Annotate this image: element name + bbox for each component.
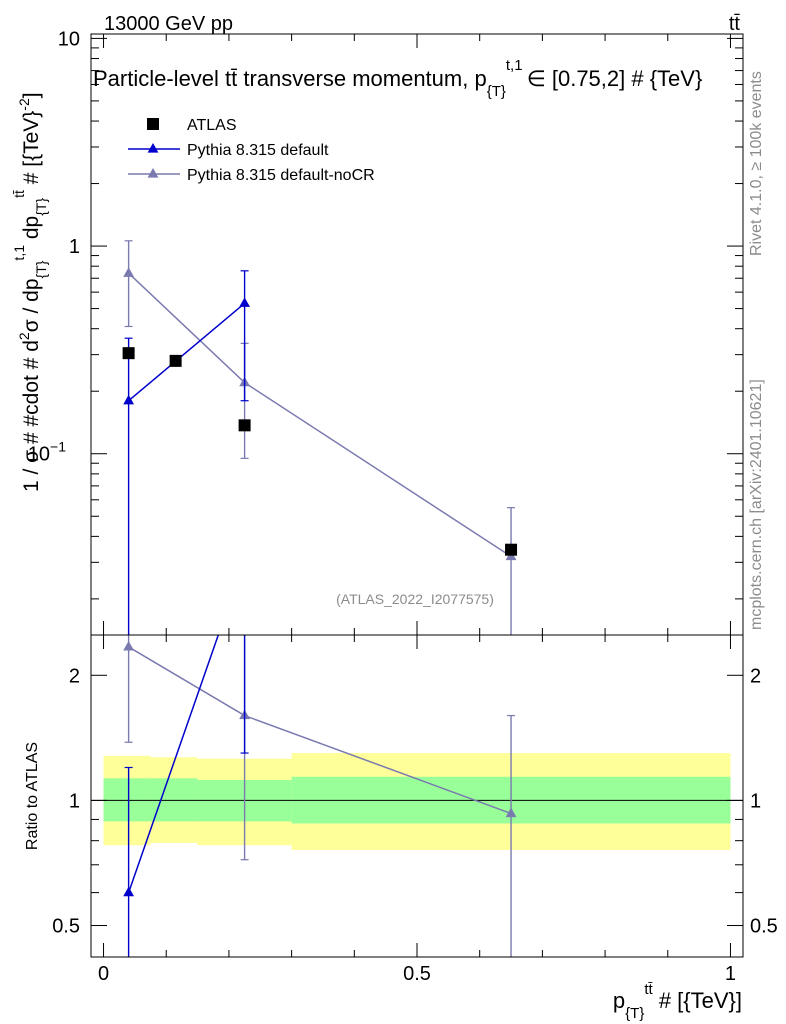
y-tick-label: 10−1 bbox=[28, 439, 66, 466]
y-tick-label: 10 bbox=[58, 28, 80, 50]
source-label: mcplots.cern.ch [arXiv:2401.10621] bbox=[748, 379, 765, 630]
legend-marker-atlas bbox=[147, 118, 159, 130]
pythia-8-315-default-point bbox=[239, 297, 250, 307]
legend-marker-pythia-8-315-default bbox=[147, 143, 159, 153]
pythia-8-315-default-nocr-point bbox=[123, 267, 135, 277]
ratio-y-tick-label-right: 0.5 bbox=[750, 916, 778, 938]
process-label: tt̄ bbox=[729, 13, 741, 35]
ratio-pythia-8-315-default-nocr-point bbox=[505, 807, 517, 818]
ratio-y-axis-label: Ratio to ATLAS bbox=[24, 742, 41, 850]
ratio-y-tick-label-left: 0.5 bbox=[52, 916, 80, 938]
energy-label: 13000 GeV pp bbox=[104, 13, 233, 35]
uncertainty-band-inner bbox=[150, 778, 198, 822]
atlas-point bbox=[238, 419, 251, 432]
main-y-axis-label: 1 / σ # #cdot # d2σ / dp{T}t,1 dp{T}tt̄ … bbox=[11, 92, 49, 492]
y-tick-label: 1 bbox=[69, 236, 80, 258]
atlas-point bbox=[505, 543, 518, 556]
pythia-8-315-default-nocr-line bbox=[128, 272, 512, 558]
ratio-pythia-8-315-default-series bbox=[123, 635, 249, 957]
ratio-y-tick-label-left: 1 bbox=[69, 790, 80, 812]
legend-marker-pythia-8-315-default-nocr bbox=[147, 168, 159, 178]
x-tick-label: 0.5 bbox=[403, 963, 431, 985]
main-panel: 10 1 10−1 bbox=[28, 28, 744, 636]
rivet-version-label: Rivet 4.1.0, ≥ 100k events bbox=[748, 71, 765, 256]
atlas-point bbox=[169, 354, 182, 367]
atlas-series bbox=[122, 347, 518, 556]
ratio-panel-frame bbox=[90, 634, 744, 958]
legend: ATLAS Pythia 8.315 default Pythia 8.315 de… bbox=[128, 117, 375, 184]
pythia-8-315-default-nocr-series bbox=[123, 240, 517, 635]
ratio-pythia-8-315-default-nocr-point bbox=[123, 640, 135, 651]
ratio-y-tick-label-left: 2 bbox=[69, 665, 80, 687]
ratio-pythia-8-315-default-point bbox=[123, 886, 135, 897]
analysis-watermark: (ATLAS_2022_I2077575) bbox=[336, 591, 494, 607]
ratio-panel: 2 2 1 1 0.5 0.5 0 0.5 1 bbox=[52, 634, 778, 985]
legend-label-atlas: ATLAS bbox=[187, 117, 237, 134]
x-tick-label: 0 bbox=[98, 963, 109, 985]
x-tick-label: 1 bbox=[725, 963, 736, 985]
pythia-8-315-default-point bbox=[123, 394, 135, 405]
legend-label-pythia-8-315-default-nocr: Pythia 8.315 default-noCR bbox=[187, 167, 375, 184]
x-axis-label: p{T}tt̄ # [{TeV}] bbox=[613, 981, 742, 1022]
uncertainty-band-inner bbox=[103, 778, 151, 822]
ratio-y-tick-label-right: 1 bbox=[750, 790, 761, 812]
ratio-pythia-8-315-default-line bbox=[127, 635, 220, 893]
atlas-point bbox=[122, 347, 135, 360]
plot-title: Particle-level tt̄ transverse momentum, … bbox=[93, 57, 702, 100]
legend-label-pythia-8-315-default: Pythia 8.315 default bbox=[187, 142, 329, 159]
ratio-y-tick-label-right: 2 bbox=[750, 665, 761, 687]
pythia-8-315-default-line bbox=[128, 302, 246, 402]
pythia-8-315-default-series bbox=[123, 270, 250, 635]
